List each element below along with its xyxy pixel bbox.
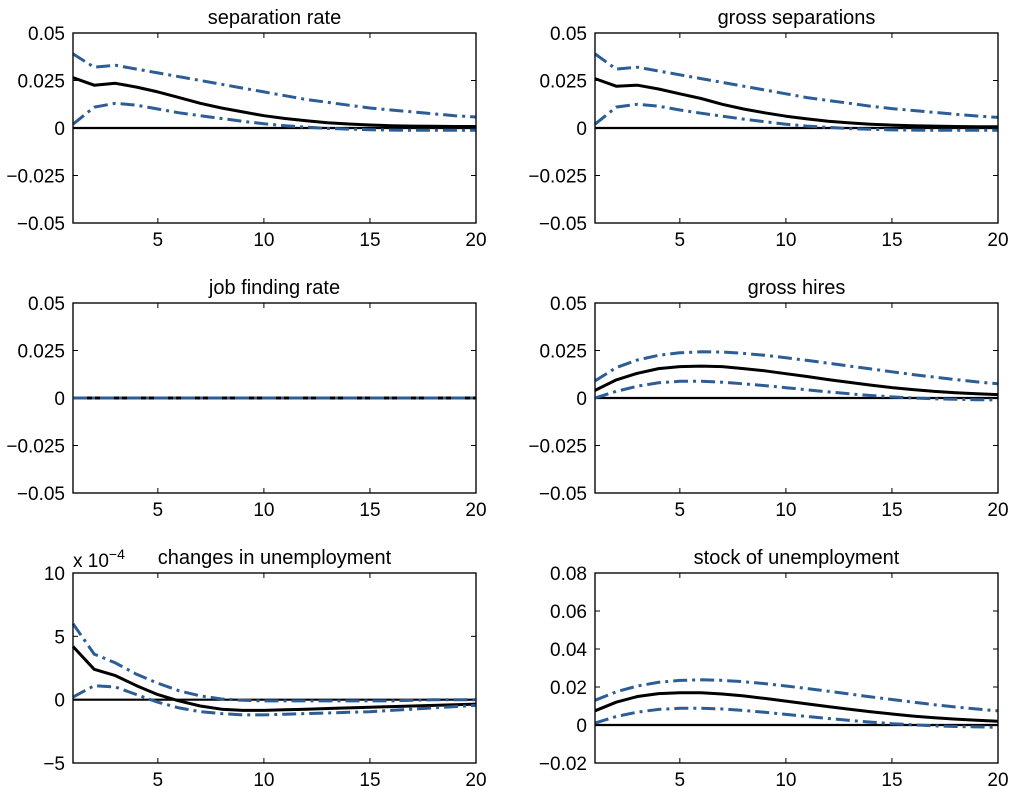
x-tick-label: 10 — [253, 770, 274, 786]
subplot-title: gross hires — [748, 277, 846, 299]
y-tick-label: −0.05 — [17, 214, 65, 235]
band-upper-line — [594, 350, 999, 386]
subplot-title: stock of unemployment — [694, 547, 900, 569]
x-tick-label: 15 — [881, 230, 902, 251]
x-tick-label: 20 — [465, 770, 486, 786]
y-tick-label: 0.05 — [550, 24, 587, 45]
band-upper-line — [71, 622, 476, 703]
y-tick-label: 0.04 — [550, 640, 587, 661]
y-tick-label: 0 — [576, 119, 587, 140]
x-tick-label: 15 — [881, 770, 902, 786]
y-tick-label: 0.025 — [539, 72, 587, 93]
y-tick-label: 10 — [44, 564, 65, 585]
subplot-6: stock of unemployment −0.02 0 0.02 0.04 0.06 0… — [539, 547, 1009, 786]
y-tick-label: −0.05 — [539, 214, 587, 235]
band-upper-line — [72, 52, 477, 119]
x-tick-label: 10 — [775, 770, 796, 786]
x-tick-label: 15 — [881, 500, 902, 521]
x-tick-label: 15 — [359, 770, 380, 786]
plot-frame — [72, 572, 477, 764]
x-tick-label: 5 — [675, 230, 686, 251]
plot-frame — [594, 572, 999, 764]
y-tick-label: 0.025 — [17, 72, 65, 93]
x-tick-label: 15 — [359, 500, 380, 521]
plot-frame-top — [72, 302, 477, 494]
subplot-1: separation rate −0.05 −0.025 0 0.025 0.05 5 10 1… — [6, 7, 486, 251]
y-tick-label: 0.05 — [28, 294, 65, 315]
plot-frame-top — [594, 32, 999, 224]
x-tick-label: 20 — [987, 500, 1008, 521]
y-tick-label: −0.05 — [17, 484, 65, 505]
y-tick-label: 0 — [54, 389, 65, 410]
y-tick-label: 0.025 — [539, 342, 587, 363]
y-tick-label: 0 — [54, 691, 65, 712]
y-tick-label: −0.025 — [6, 437, 65, 458]
subplot-4: gross hires −0.05 −0.025 0 0.025 0.05 5 10 15 20 — [528, 277, 1008, 521]
y-tick-label: 0.05 — [28, 24, 65, 45]
response-line — [72, 76, 476, 128]
x-tick-label: 20 — [465, 500, 486, 521]
y-tick-label: 0 — [54, 119, 65, 140]
y-tick-label: 5 — [54, 627, 65, 648]
x-tick-label: 5 — [153, 500, 164, 521]
x-tick-label: 20 — [987, 230, 1008, 251]
x-tick-label: 10 — [253, 500, 274, 521]
x-tick-label: 20 — [987, 770, 1008, 786]
y-tick-label: −0.025 — [528, 437, 587, 458]
y-tick-label: −0.025 — [6, 167, 65, 188]
response-line — [594, 77, 998, 129]
y-tick-label: 0 — [576, 389, 587, 410]
y-tick-label: 0.08 — [550, 564, 587, 585]
subplot-3: job finding rate −0.05 −0.025 0 0.025 0.05 5 10… — [6, 277, 486, 521]
subplot-title: job finding rate — [208, 277, 340, 299]
y-tick-label: −0.025 — [528, 167, 587, 188]
x-tick-label: 20 — [465, 230, 486, 251]
x-tick-label: 10 — [775, 500, 796, 521]
subplot-title: separation rate — [208, 7, 341, 29]
subplot-2: gross separations −0.05 −0.025 0 0.025 0.05 5 1… — [528, 7, 1008, 251]
subplot-5: changes in unemployment x 10−4 −5 0 5 10 5 10 15… — [43, 546, 486, 786]
band-lower-line — [72, 684, 477, 717]
plot-frame-top — [72, 572, 477, 764]
response-line — [594, 364, 999, 397]
y-scale-exponent: −4 — [109, 546, 125, 562]
x-tick-label: 5 — [675, 770, 686, 786]
y-tick-label: −0.02 — [539, 754, 587, 775]
plot-frame-top — [594, 572, 999, 764]
x-tick-label: 15 — [359, 230, 380, 251]
subplot-title: changes in unemployment — [158, 547, 392, 569]
response-line — [71, 645, 477, 712]
y-scale-label: x 10−4 — [73, 546, 125, 572]
y-tick-label: 0.02 — [550, 678, 587, 699]
y-tick-label: −0.05 — [539, 484, 587, 505]
plot-frame-top — [72, 32, 477, 224]
x-tick-label: 10 — [253, 230, 274, 251]
x-tick-label: 10 — [775, 230, 796, 251]
band-lower-line — [594, 102, 998, 132]
x-tick-label: 5 — [675, 500, 686, 521]
subplot-title: gross separations — [718, 7, 876, 29]
y-tick-label: 0 — [576, 716, 587, 737]
y-tick-label: 0.025 — [17, 342, 65, 363]
response-line — [594, 691, 999, 723]
y-tick-label: 0.06 — [550, 602, 587, 623]
x-tick-label: 5 — [153, 770, 164, 786]
y-tick-label: −5 — [43, 754, 65, 775]
band-lower-line — [72, 101, 476, 132]
y-tick-label: 0.05 — [550, 294, 587, 315]
band-upper-line — [594, 52, 999, 119]
plot-frame-top — [594, 302, 999, 494]
x-tick-label: 5 — [153, 230, 164, 251]
